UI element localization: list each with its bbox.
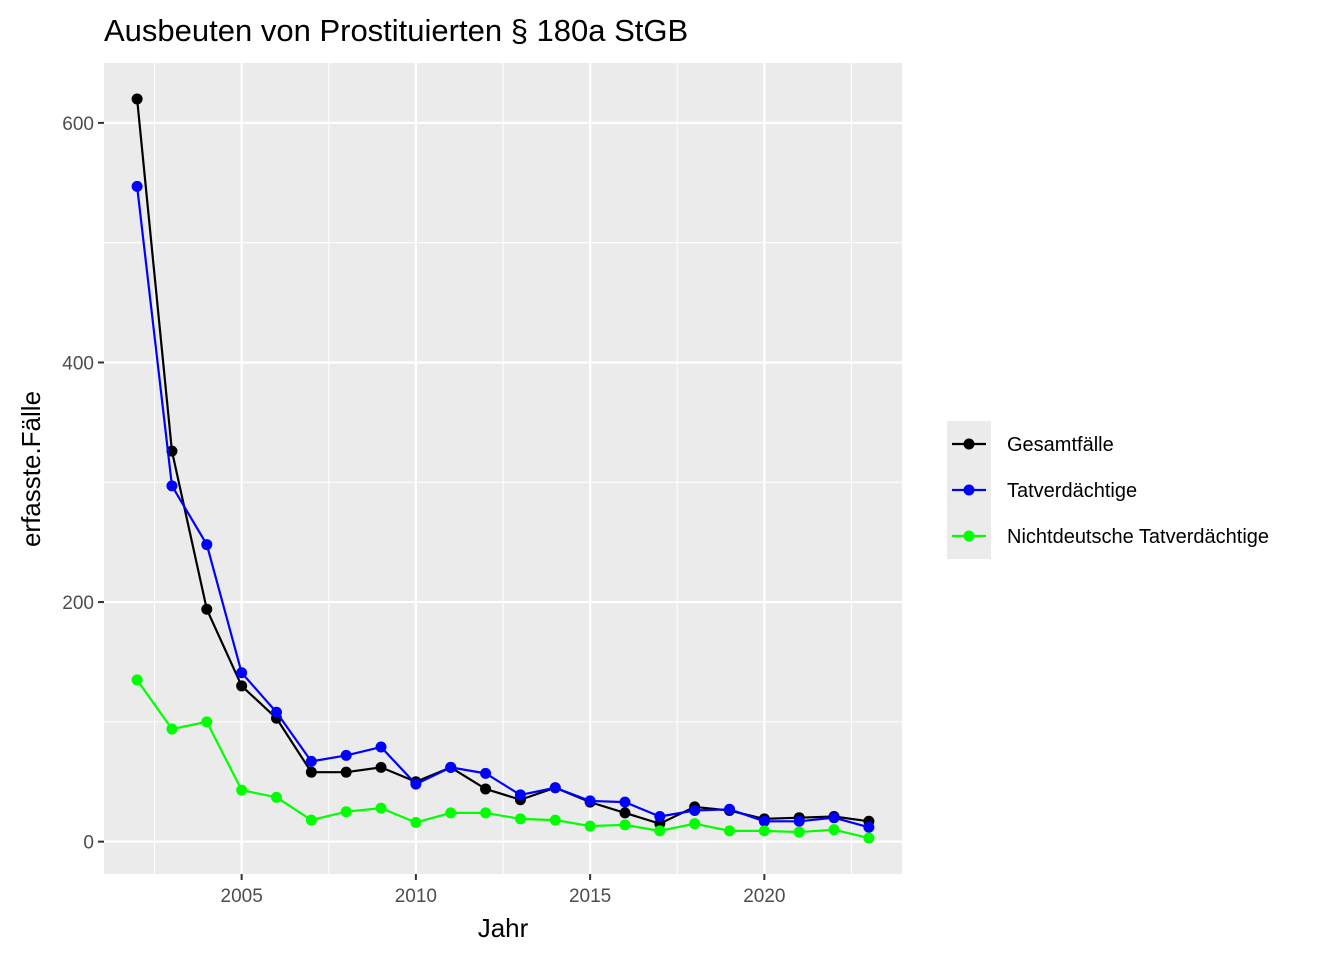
data-point-series-3 <box>201 716 213 728</box>
data-point-series-2 <box>201 539 213 551</box>
legend-label: Nichtdeutsche Tatverdächtige <box>1007 526 1269 548</box>
x-axis-label: Jahr <box>478 913 529 943</box>
data-point-series-3 <box>375 802 387 814</box>
x-axis: 2005 2010 2015 2020 <box>221 874 785 907</box>
data-point-series-3 <box>619 819 631 831</box>
data-point-series-2 <box>758 815 770 827</box>
data-point-series-3 <box>270 791 282 803</box>
data-point-series-3 <box>793 826 805 838</box>
y-axis-label: erfasste.Fälle <box>16 391 46 547</box>
data-series <box>131 93 875 844</box>
y-axis: 0 200 400 600 <box>62 114 104 854</box>
data-point-series-2 <box>375 741 387 753</box>
minor-gridlines <box>104 63 902 874</box>
data-point-series-2 <box>689 805 701 817</box>
data-point-series-2 <box>584 795 596 807</box>
data-point-series-2 <box>619 796 631 808</box>
data-point-series-2 <box>480 767 492 779</box>
data-point-series-3 <box>480 807 492 819</box>
data-point-series-3 <box>689 818 701 830</box>
data-point-series-1 <box>201 603 213 615</box>
legend-key-point <box>963 484 975 496</box>
data-point-series-3 <box>654 825 666 837</box>
x-tick-label: 2020 <box>743 886 785 907</box>
data-point-series-1 <box>340 766 352 778</box>
data-point-series-2 <box>549 782 561 794</box>
data-point-series-2 <box>131 180 143 192</box>
data-point-series-1 <box>236 680 248 692</box>
y-tick-label: 0 <box>83 833 94 854</box>
legend-key-point <box>963 438 975 450</box>
data-point-series-3 <box>514 813 526 825</box>
legend-label: Tatverdächtige <box>1007 480 1137 502</box>
series-line-3 <box>136 679 870 840</box>
major-gridlines <box>104 63 902 874</box>
data-point-series-2 <box>340 749 352 761</box>
data-point-series-3 <box>828 824 840 836</box>
data-point-series-3 <box>445 807 457 819</box>
data-point-series-2 <box>863 821 875 833</box>
series-line-2 <box>136 186 870 829</box>
data-point-series-2 <box>270 706 282 718</box>
data-point-series-2 <box>654 810 666 822</box>
x-tick-label: 2015 <box>569 886 611 907</box>
data-point-series-3 <box>166 723 178 735</box>
data-point-series-3 <box>305 814 317 826</box>
data-point-series-3 <box>724 825 736 837</box>
data-point-series-3 <box>584 820 596 832</box>
data-point-series-2 <box>724 803 736 815</box>
data-point-series-1 <box>619 807 631 819</box>
data-point-series-3 <box>863 832 875 844</box>
data-point-series-3 <box>236 784 248 796</box>
data-point-series-2 <box>793 815 805 827</box>
y-tick-label: 600 <box>62 114 94 135</box>
data-point-series-2 <box>514 789 526 801</box>
data-point-series-1 <box>305 766 317 778</box>
data-point-series-3 <box>549 814 561 826</box>
chart-title: Ausbeuten von Prostituierten § 180a StGB <box>104 13 688 48</box>
data-point-series-2 <box>445 761 457 773</box>
data-point-series-2 <box>410 778 422 790</box>
data-point-series-1 <box>375 761 387 773</box>
data-point-series-1 <box>131 93 143 105</box>
data-point-series-2 <box>828 812 840 824</box>
y-tick-label: 200 <box>62 593 94 614</box>
y-tick-label: 400 <box>62 353 94 374</box>
data-point-series-1 <box>480 783 492 795</box>
legend-key-point <box>963 530 975 542</box>
data-point-series-3 <box>410 816 422 828</box>
x-tick-label: 2005 <box>221 886 263 907</box>
legend: Gesamtfälle Tatverdächtige Nichtdeutsche T… <box>947 421 1269 559</box>
data-point-series-3 <box>758 825 770 837</box>
data-point-series-2 <box>166 480 178 492</box>
data-point-series-3 <box>131 674 143 686</box>
data-point-series-2 <box>305 755 317 767</box>
data-point-series-2 <box>236 667 248 679</box>
legend-label: Gesamtfälle <box>1007 434 1114 456</box>
x-tick-label: 2010 <box>395 886 437 907</box>
data-point-series-3 <box>340 806 352 818</box>
